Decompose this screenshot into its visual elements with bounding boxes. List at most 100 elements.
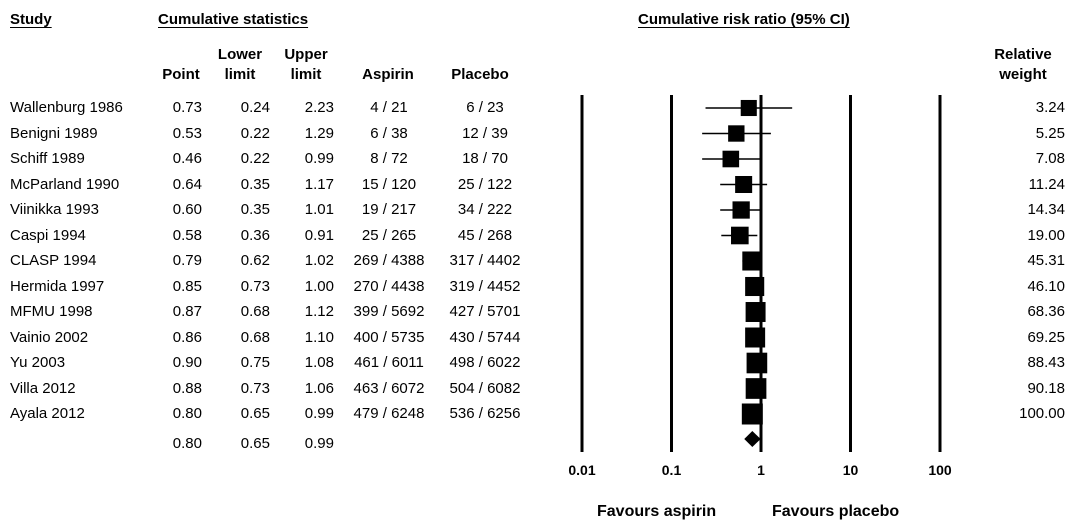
summary-upper: 0.99: [304, 435, 334, 452]
x-tick-label: 0.01: [568, 462, 596, 478]
relative-weight-value: 69.25: [1027, 328, 1065, 346]
lower-limit-value: 0.68: [240, 303, 270, 320]
aspirin-events: 461 / 6011: [354, 354, 424, 371]
upper-limit-value: 1.29: [304, 124, 334, 142]
study-name: Viinikka 1993: [10, 201, 99, 218]
point-value: 0.87: [172, 303, 202, 320]
point-marker: [722, 150, 740, 168]
relative-weight-value: 46.10: [1027, 277, 1065, 295]
placebo-events: 427 / 5701: [449, 303, 521, 320]
study-name: CLASP 1994: [10, 252, 97, 269]
placebo-events: 12 / 39: [462, 124, 508, 142]
relative-weight-value: 11.24: [1028, 175, 1065, 193]
placebo-events: 45 / 268: [457, 226, 513, 244]
lower-limit-value: 0.75: [240, 354, 270, 371]
upper-limit-header-line1: Upper: [284, 46, 328, 63]
point-marker: [732, 201, 750, 219]
upper-limit-value: 1.10: [304, 328, 334, 346]
upper-limit-value: 1.12: [304, 303, 334, 320]
relative-weight-value: 3.24: [1035, 99, 1065, 116]
aspirin-events: 479 / 6248: [353, 405, 425, 422]
relative-weight-header: Relative weight: [978, 45, 1068, 85]
aspirin-events: 270 / 4438: [353, 277, 425, 295]
point-marker: [745, 302, 766, 322]
placebo-events: 498 / 6022: [449, 354, 521, 371]
study-name: Benigni 1989: [10, 124, 98, 142]
aspirin-events: 25 / 265: [361, 226, 417, 244]
lower-limit-value: 0.68: [240, 328, 270, 346]
point-value: 0.88: [172, 379, 202, 397]
favours-aspirin-label: Favours aspirin: [597, 503, 717, 520]
point-marker: [746, 352, 768, 374]
upper-limit-value: 0.91: [304, 226, 334, 244]
upper-limit-value: 0.99: [304, 150, 334, 167]
placebo-events: 6 / 23: [466, 99, 504, 116]
placebo-events: 430 / 5744: [449, 328, 521, 346]
upper-limit-value: 1.08: [304, 354, 334, 371]
summary-diamond: [744, 431, 761, 447]
point-value: 0.85: [172, 277, 202, 295]
point-value: 0.53: [172, 124, 202, 142]
lower-limit-value: 0.35: [240, 201, 270, 218]
point-marker: [745, 327, 766, 348]
aspirin-events: 15 / 120: [361, 175, 417, 193]
summary-lower: 0.65: [240, 435, 270, 452]
aspirin-column-header: Aspirin: [362, 66, 414, 83]
x-tick-label: 10: [842, 462, 859, 478]
aspirin-events: 8 / 72: [370, 150, 408, 167]
point-marker: [745, 378, 767, 399]
study-name: Caspi 1994: [10, 226, 86, 244]
point-column-header: Point: [162, 66, 200, 83]
aspirin-events: 400 / 5735: [353, 328, 425, 346]
aspirin-events: 399 / 5692: [353, 303, 425, 320]
relative-weight-value: 90.18: [1027, 379, 1065, 397]
placebo-events: 319 / 4452: [449, 277, 521, 295]
upper-limit-value: 2.23: [304, 99, 334, 116]
relative-weight-header-line2: weight: [999, 66, 1047, 83]
x-tick-label: 1: [757, 462, 765, 478]
placebo-events: 34 / 222: [457, 201, 513, 218]
lower-limit-value: 0.65: [240, 405, 270, 422]
summary-point: 0.80: [172, 435, 202, 452]
aspirin-events: 4 / 21: [370, 99, 408, 116]
study-name: MFMU 1998: [10, 303, 93, 320]
point-value: 0.64: [172, 175, 202, 193]
study-name: Hermida 1997: [10, 277, 105, 295]
point-value: 0.79: [172, 252, 202, 269]
point-value: 0.60: [172, 201, 202, 218]
lower-limit-value: 0.73: [240, 379, 270, 397]
upper-limit-value: 1.00: [304, 277, 334, 295]
placebo-events: 504 / 6082: [449, 379, 521, 397]
upper-limit-value: 1.17: [304, 175, 334, 193]
point-marker: [731, 226, 749, 245]
relative-weight-value: 100.00: [1019, 405, 1065, 422]
aspirin-events: 269 / 4388: [353, 252, 425, 269]
lower-limit-value: 0.22: [240, 150, 270, 167]
lower-limit-value: 0.22: [240, 124, 270, 142]
placebo-events: 25 / 122: [457, 175, 513, 193]
study-name: Ayala 2012: [10, 405, 85, 422]
relative-weight-value: 88.43: [1027, 354, 1065, 371]
point-marker: [741, 403, 763, 425]
x-tick-label: 0.1: [661, 462, 682, 478]
relative-weight-value: 45.31: [1027, 252, 1065, 269]
upper-limit-value: 0.99: [304, 405, 334, 422]
point-marker: [745, 276, 765, 297]
lower-limit-value: 0.62: [240, 252, 270, 269]
relative-weight-value: 14.34: [1027, 201, 1065, 218]
point-marker: [740, 99, 757, 117]
lower-limit-header-line2: limit: [224, 66, 256, 83]
relative-weight-value: 7.08: [1035, 150, 1065, 167]
point-value: 0.90: [172, 354, 202, 371]
study-header: Study: [10, 11, 52, 28]
point-value: 0.46: [172, 150, 202, 167]
upper-limit-value: 1.01: [304, 201, 334, 218]
plot-title: Cumulative risk ratio (95% CI): [638, 11, 850, 28]
point-value: 0.80: [172, 405, 202, 422]
point-marker: [735, 175, 753, 194]
relative-weight-header-line1: Relative: [994, 46, 1052, 63]
lower-limit-column-header: Lower limit: [208, 45, 272, 85]
study-name: McParland 1990: [10, 175, 120, 193]
point-marker: [728, 125, 745, 142]
upper-limit-column-header: Upper limit: [274, 45, 338, 85]
